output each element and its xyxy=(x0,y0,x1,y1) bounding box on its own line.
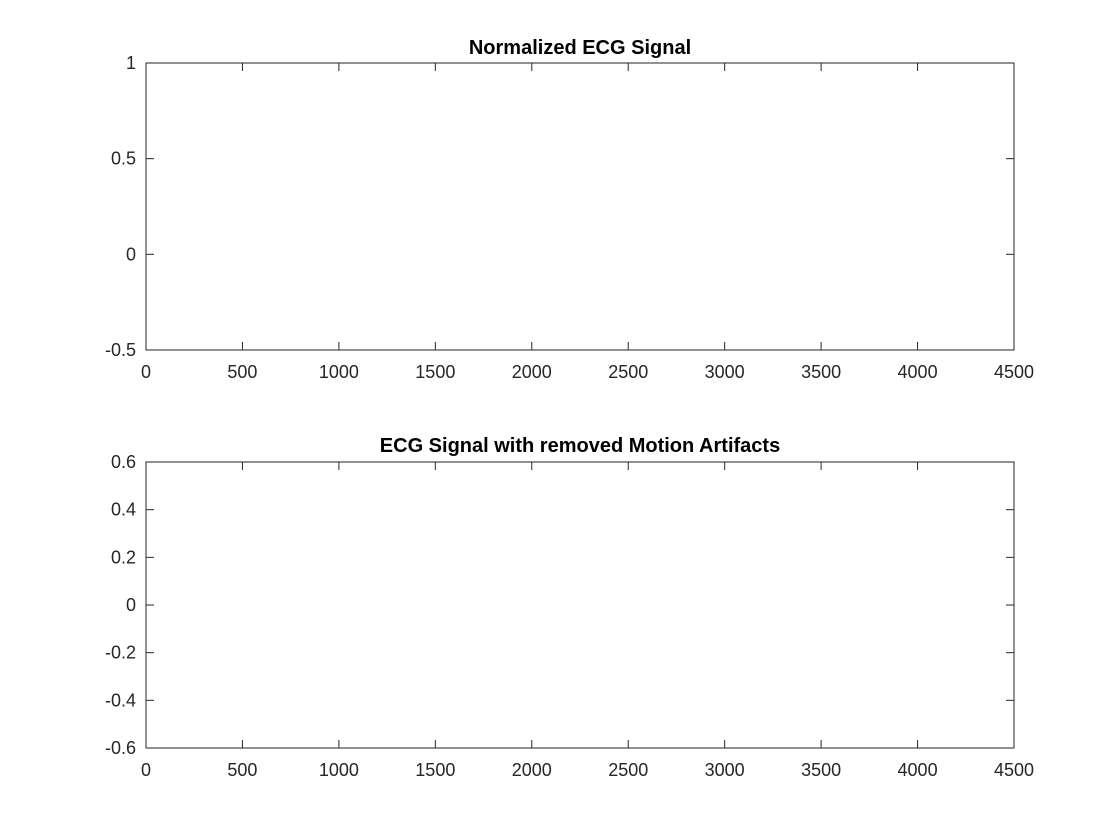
x-tick-label: 500 xyxy=(227,362,257,382)
y-tick-label: -0.2 xyxy=(105,643,136,663)
x-tick-label: 2500 xyxy=(608,362,648,382)
chart-title: Normalized ECG Signal xyxy=(469,37,691,59)
y-tick-label: 0.2 xyxy=(111,547,136,567)
x-tick-label: 3000 xyxy=(705,362,745,382)
y-tick-label: -0.5 xyxy=(105,340,136,360)
x-tick-label: 2000 xyxy=(512,362,552,382)
x-tick-label: 1000 xyxy=(319,760,359,780)
x-tick-label: 1500 xyxy=(415,362,455,382)
x-tick-label: 2500 xyxy=(608,760,648,780)
axes-box xyxy=(145,62,1015,351)
x-tick-label: 0 xyxy=(141,760,151,780)
x-tick-label: 1500 xyxy=(415,760,455,780)
x-tick-label: 3500 xyxy=(801,362,841,382)
x-tick-label: 4000 xyxy=(898,760,938,780)
x-tick-label: 2000 xyxy=(512,760,552,780)
y-tick-label: 0.5 xyxy=(111,149,136,169)
x-tick-label: 4500 xyxy=(994,362,1034,382)
x-tick-label: 4000 xyxy=(898,362,938,382)
y-tick-label: 0 xyxy=(126,244,136,264)
x-tick-label: 4500 xyxy=(994,760,1034,780)
y-tick-label: -0.4 xyxy=(105,690,136,710)
x-tick-label: 3500 xyxy=(801,760,841,780)
x-tick-label: 500 xyxy=(227,760,257,780)
y-tick-label: 0.4 xyxy=(111,500,136,520)
y-tick-label: -0.6 xyxy=(105,738,136,758)
chart-title: ECG Signal with removed Motion Artifacts xyxy=(380,435,780,457)
subplot-normalized-ecg: Normalized ECG Signal 0 500 1000 1500 2000 25… xyxy=(105,37,1034,382)
subplot-motion-artifacts-removed: ECG Signal with removed Motion Artifacts… xyxy=(105,435,1034,780)
x-tick-label: 1000 xyxy=(319,362,359,382)
x-tick-label: 3000 xyxy=(705,760,745,780)
y-tick-label: 0 xyxy=(126,595,136,615)
y-tick-label: 0.6 xyxy=(111,452,136,472)
axes-box xyxy=(145,461,1015,749)
y-tick-label: 1 xyxy=(126,53,136,73)
x-tick-label: 0 xyxy=(141,362,151,382)
